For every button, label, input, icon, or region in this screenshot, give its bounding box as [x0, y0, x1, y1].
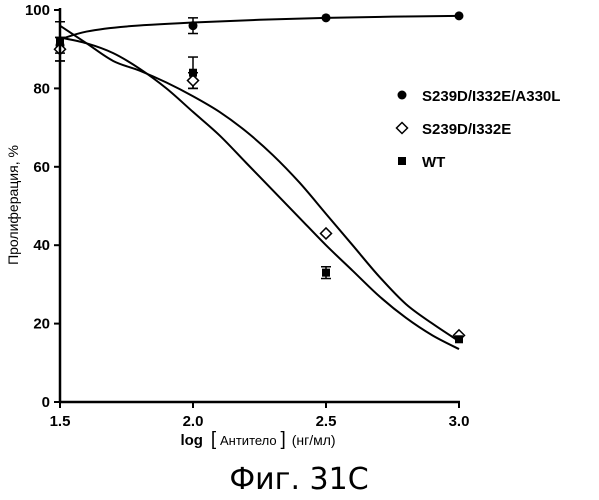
data-point-circle [455, 11, 464, 20]
x-bracket-open: [ [211, 429, 217, 450]
legend-label: S239D/I332E/A330L [422, 88, 560, 105]
x-axis-label-prefix: log [180, 432, 203, 449]
legend-label: WT [422, 154, 445, 171]
legend-label: S239D/I332E [422, 121, 511, 138]
legend: S239D/I332E/A330L S239D/I332E WT [397, 88, 561, 171]
y-tick-label: 0 [42, 394, 50, 411]
y-axis-label: Пролиферация, % [5, 145, 21, 265]
y-tick-label: 60 [33, 159, 50, 176]
y-tick-label: 20 [33, 316, 50, 333]
data-point-circle [322, 13, 331, 22]
y-tick-label: 100 [25, 2, 50, 19]
x-bracket-close: ] [281, 429, 286, 450]
fit-curve-3 [60, 26, 459, 342]
legend-marker-circle [398, 91, 407, 100]
x-axis-label-units: (нг/мл) [292, 432, 336, 448]
figure-caption: Фиг. 31С [229, 462, 368, 497]
x-axis-label: log [ Антитело ] (нг/мл) [180, 429, 335, 450]
x-tick-label: 2.0 [183, 413, 204, 430]
x-axis-label-main: Антитело [220, 433, 277, 448]
legend-marker-diamond [397, 123, 408, 134]
y-ticks: 0 20 40 60 80 100 [25, 2, 60, 411]
fit-curve-1 [60, 16, 459, 40]
y-tick-label: 40 [33, 237, 50, 254]
data-point-square [322, 269, 330, 277]
x-ticks: 1.5 2.0 2.5 3.0 [50, 402, 470, 430]
data-point-diamond [321, 228, 332, 239]
legend-marker-square [398, 157, 406, 165]
x-tick-label: 2.5 [316, 413, 337, 430]
data-point-square [189, 69, 197, 77]
y-tick-label: 80 [33, 80, 50, 97]
data-point-circle [189, 21, 198, 30]
error-bars [55, 18, 331, 279]
data-point-square [455, 335, 463, 343]
fit-curves [60, 16, 459, 349]
fit-curve-2 [60, 37, 459, 349]
x-tick-label: 3.0 [449, 413, 470, 430]
x-tick-label: 1.5 [50, 413, 71, 430]
